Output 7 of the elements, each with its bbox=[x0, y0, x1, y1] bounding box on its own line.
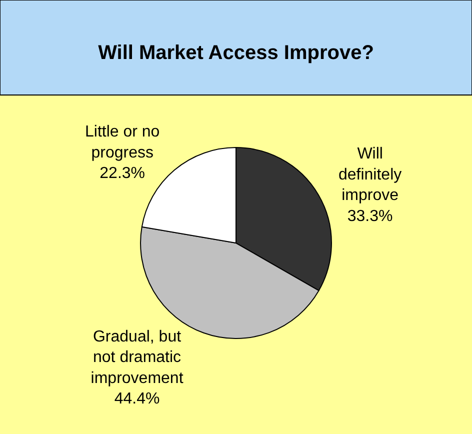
slice-label: Gradual, but not dramatic improvement bbox=[90, 328, 184, 387]
data-label: 33.3% bbox=[347, 208, 393, 225]
slice-label: Will definitely improve bbox=[338, 146, 402, 204]
slice-label: Little or no progress bbox=[84, 124, 160, 162]
chart-title: Will Market Access Improve? bbox=[98, 42, 374, 64]
data-label: 44.4% bbox=[114, 390, 160, 408]
data-label: 22.3% bbox=[100, 165, 146, 182]
